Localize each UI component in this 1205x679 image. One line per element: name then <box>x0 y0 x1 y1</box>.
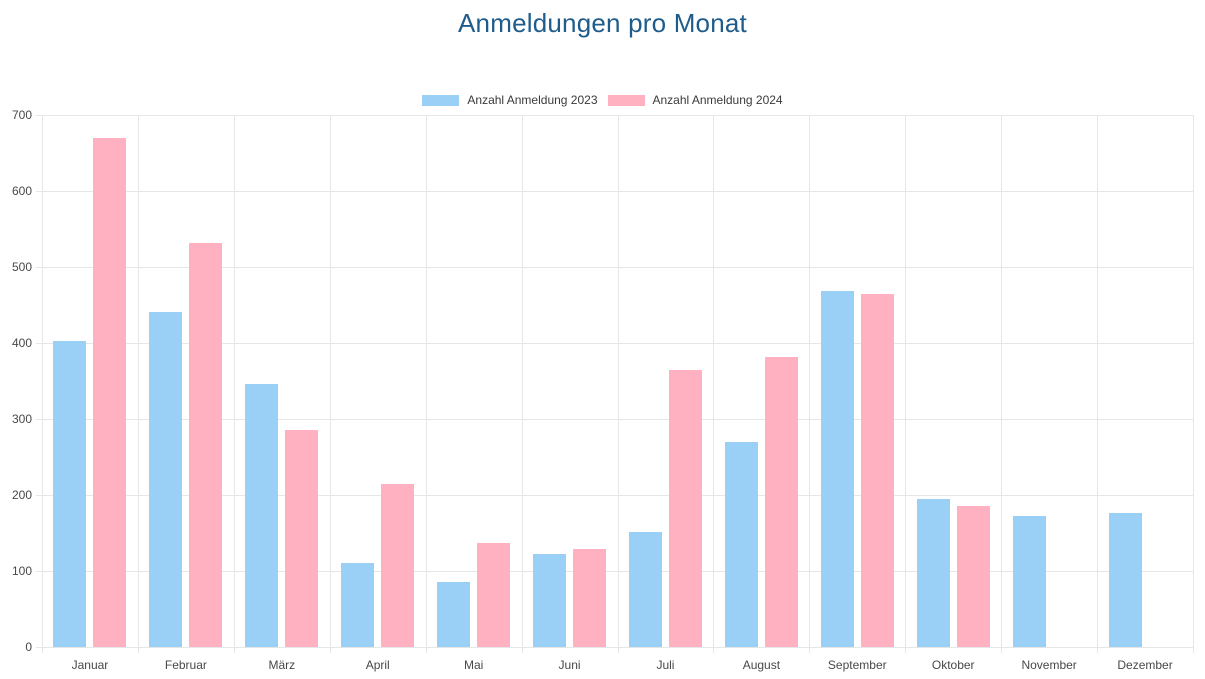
gridline-vertical <box>904 115 906 647</box>
x-category-label: Februar <box>164 658 207 672</box>
x-tick <box>329 647 331 653</box>
bar-juli-2024[interactable] <box>668 369 702 647</box>
bar-märz-2024[interactable] <box>285 429 319 647</box>
x-category-label: Juni <box>558 658 581 672</box>
y-tick <box>36 494 42 496</box>
x-tick <box>617 647 619 653</box>
x-tick <box>233 647 235 653</box>
y-tick-label: 400 <box>11 336 32 350</box>
bar-september-2023[interactable] <box>820 290 854 647</box>
x-tick <box>904 647 906 653</box>
x-tick <box>41 647 43 653</box>
gridline-vertical <box>137 115 139 647</box>
y-tick-label: 100 <box>11 564 32 578</box>
bar-august-2023[interactable] <box>724 441 758 647</box>
gridline-vertical <box>1096 115 1098 647</box>
x-category-label: August <box>742 658 781 672</box>
x-category-label: November <box>1021 658 1077 672</box>
legend-swatch-2024-icon <box>607 94 645 106</box>
gridline-vertical <box>808 115 810 647</box>
x-tick <box>808 647 810 653</box>
y-tick <box>36 114 42 116</box>
gridline-vertical <box>617 115 619 647</box>
bar-juli-2023[interactable] <box>628 532 662 647</box>
bar-april-2023[interactable] <box>341 563 375 647</box>
y-tick-label: 300 <box>11 412 32 426</box>
x-tick <box>1192 647 1194 653</box>
bar-januar-2023[interactable] <box>53 340 87 647</box>
legend-label-2024: Anzahl Anmeldung 2024 <box>652 93 783 107</box>
bar-april-2024[interactable] <box>381 484 415 647</box>
x-tick <box>425 647 427 653</box>
y-tick-label: 700 <box>11 108 32 122</box>
bar-juni-2023[interactable] <box>533 554 567 647</box>
x-category-label: Mai <box>463 658 484 672</box>
legend-item-2023[interactable]: Anzahl Anmeldung 2023 <box>422 93 598 107</box>
gridline-vertical <box>1192 115 1194 647</box>
chart-title: Anmeldungen pro Monat <box>458 8 747 38</box>
y-tick <box>36 570 42 572</box>
legend-item-2024[interactable]: Anzahl Anmeldung 2024 <box>607 93 783 107</box>
bar-juni-2024[interactable] <box>573 548 607 647</box>
bar-februar-2023[interactable] <box>149 311 183 647</box>
gridline-vertical <box>1000 115 1002 647</box>
x-tick <box>1000 647 1002 653</box>
bar-februar-2024[interactable] <box>189 242 223 647</box>
bar-mai-2024[interactable] <box>477 542 511 647</box>
x-category-label: Juli <box>656 658 675 672</box>
y-tick <box>36 190 42 192</box>
bar-november-2023[interactable] <box>1012 515 1046 647</box>
y-tick <box>36 646 42 648</box>
x-tick <box>521 647 523 653</box>
gridline-vertical <box>712 115 714 647</box>
bar-oktober-2024[interactable] <box>956 506 990 647</box>
x-tick <box>712 647 714 653</box>
y-tick-label: 500 <box>11 260 32 274</box>
gridline-vertical <box>233 115 235 647</box>
x-category-label: April <box>365 658 390 672</box>
bar-august-2024[interactable] <box>764 357 798 647</box>
y-tick <box>36 418 42 420</box>
y-tick <box>36 266 42 268</box>
y-tick-label: 600 <box>11 184 32 198</box>
x-category-label: März <box>268 658 296 672</box>
x-category-label: September <box>827 658 887 672</box>
gridline-vertical <box>329 115 331 647</box>
x-category-label: Januar <box>71 658 109 672</box>
legend-label-2023: Anzahl Anmeldung 2023 <box>467 93 598 107</box>
gridline-vertical <box>425 115 427 647</box>
x-category-label: Oktober <box>931 658 975 672</box>
y-tick <box>36 342 42 344</box>
bar-januar-2024[interactable] <box>93 137 127 647</box>
bar-dezember-2023[interactable] <box>1108 513 1142 647</box>
x-tick <box>137 647 139 653</box>
bar-september-2024[interactable] <box>860 293 894 647</box>
x-category-label: Dezember <box>1117 658 1173 672</box>
plot-area: 0 100 200 300 400 500 600 700 Januar Februar März A… <box>12 108 1194 672</box>
gridline-vertical <box>41 115 43 647</box>
legend: Anzahl Anmeldung 2023 Anzahl Anmeldung 2… <box>0 88 1205 112</box>
bar-oktober-2023[interactable] <box>916 498 950 647</box>
y-tick-label: 200 <box>11 488 32 502</box>
bar-märz-2023[interactable] <box>245 384 279 647</box>
bar-mai-2023[interactable] <box>437 582 471 647</box>
y-tick-label: 0 <box>25 640 32 654</box>
gridline-vertical <box>521 115 523 647</box>
legend-swatch-2023-icon <box>422 94 460 106</box>
x-tick <box>1096 647 1098 653</box>
